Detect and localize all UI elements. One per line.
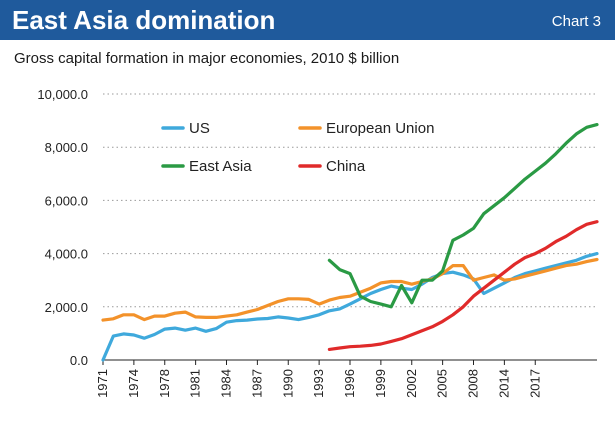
x-axis: 1971 1974 1978 1981 1984 1987 1990 1993 1996 1999… [95, 359, 597, 398]
x-tick-label: 1996 [342, 369, 357, 398]
series-lines [101, 122, 599, 362]
series-line-european-union [101, 257, 599, 322]
y-tick-label: 4,000.0 [45, 247, 88, 262]
legend-label-us: US [189, 120, 210, 137]
x-tick-label: 2002 [404, 369, 419, 398]
gridlines [103, 93, 597, 308]
y-tick-label: 0.0 [70, 353, 88, 368]
legend-label-east-asia: East Asia [189, 158, 252, 175]
x-tick-label: 1987 [249, 369, 264, 398]
chart-title: East Asia domination [12, 5, 276, 35]
y-tick-label: 8,000.0 [45, 140, 88, 155]
x-tick-label: 2008 [466, 369, 481, 398]
series-line-east-asia [327, 122, 599, 309]
chart-header: East Asia domination Chart 3 [0, 0, 615, 40]
y-axis: 0.0 2,000.0 4,000.0 6,000.0 8,000.0 10,000.0 [37, 87, 88, 368]
x-tick-label: 1999 [373, 369, 388, 398]
x-tick-label: 1984 [219, 369, 234, 398]
x-tick-label: 2005 [435, 369, 450, 398]
y-tick-label: 6,000.0 [45, 193, 88, 208]
series-line-china [327, 220, 599, 351]
x-tick-label: 2017 [527, 369, 542, 398]
chart-number-label: Chart 3 [551, 13, 601, 30]
legend-label-european-union: European Union [326, 120, 434, 137]
x-tick-label: 2014 [496, 369, 511, 398]
chart-subtitle: Gross capital formation in major economi… [14, 50, 400, 67]
x-tick-label: 1978 [157, 369, 172, 398]
x-tick-label: 1974 [126, 369, 141, 398]
y-tick-label: 2,000.0 [45, 300, 88, 315]
x-tick-label: 1971 [95, 369, 110, 398]
x-tick-label: 1993 [311, 369, 326, 398]
legend-label-china: China [326, 158, 366, 175]
x-tick-label: 1990 [280, 369, 295, 398]
legend: US European Union East Asia China [161, 120, 434, 175]
x-tick-label: 1981 [188, 369, 203, 398]
y-tick-label: 10,000.0 [37, 87, 88, 102]
